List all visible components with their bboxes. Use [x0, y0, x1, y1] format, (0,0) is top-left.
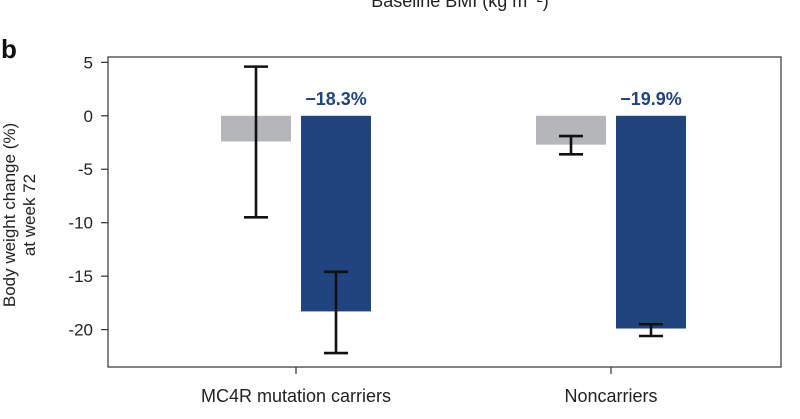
y-tick-label: -5 [78, 160, 93, 179]
y-tick-label: 0 [84, 107, 93, 126]
plot-frame [107, 56, 782, 368]
x-tick-label: Noncarriers [564, 386, 657, 406]
bar-data-label: −18.3% [305, 89, 367, 109]
y-tick-label: -20 [68, 321, 93, 340]
x-tick-label: MC4R mutation carriers [201, 386, 391, 406]
y-tick-label: -15 [68, 267, 93, 286]
bar-treatment [616, 115, 686, 329]
bar-data-label: −19.9% [620, 89, 682, 109]
y-tick-label: 5 [84, 53, 93, 72]
panel-label: b [1, 34, 17, 64]
y-tick-label: -10 [68, 214, 93, 233]
top-caption: Baseline BMI (kg m⁻²) [371, 0, 549, 11]
